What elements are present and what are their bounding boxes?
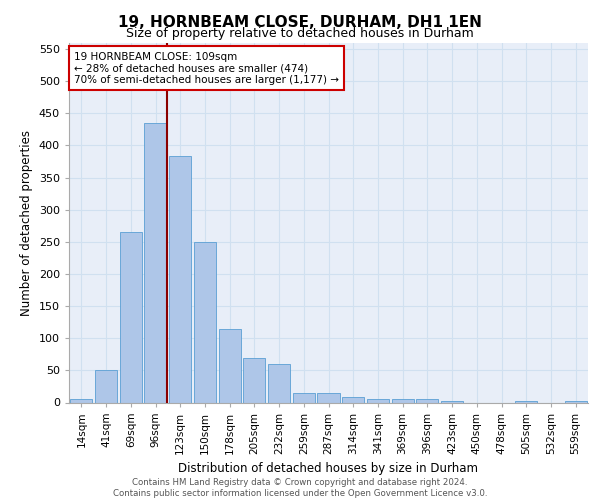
Bar [169, 156, 191, 402]
Bar [367, 400, 389, 402]
Bar [293, 393, 315, 402]
Text: Size of property relative to detached houses in Durham: Size of property relative to detached ho… [126, 28, 474, 40]
X-axis label: Distribution of detached houses by size in Durham: Distribution of detached houses by size … [179, 462, 479, 475]
Bar [218, 328, 241, 402]
Bar [145, 123, 167, 402]
Bar [565, 401, 587, 402]
Bar [194, 242, 216, 402]
Bar [416, 400, 439, 402]
Bar [441, 401, 463, 402]
Text: Contains HM Land Registry data © Crown copyright and database right 2024.
Contai: Contains HM Land Registry data © Crown c… [113, 478, 487, 498]
Bar [243, 358, 265, 403]
Bar [317, 393, 340, 402]
Bar [342, 398, 364, 402]
Bar [515, 401, 538, 402]
Y-axis label: Number of detached properties: Number of detached properties [20, 130, 33, 316]
Bar [268, 364, 290, 403]
Bar [70, 400, 92, 402]
Bar [392, 400, 414, 402]
Text: 19 HORNBEAM CLOSE: 109sqm
← 28% of detached houses are smaller (474)
70% of semi: 19 HORNBEAM CLOSE: 109sqm ← 28% of detac… [74, 52, 339, 84]
Bar [119, 232, 142, 402]
Text: 19, HORNBEAM CLOSE, DURHAM, DH1 1EN: 19, HORNBEAM CLOSE, DURHAM, DH1 1EN [118, 15, 482, 30]
Bar [95, 370, 117, 402]
